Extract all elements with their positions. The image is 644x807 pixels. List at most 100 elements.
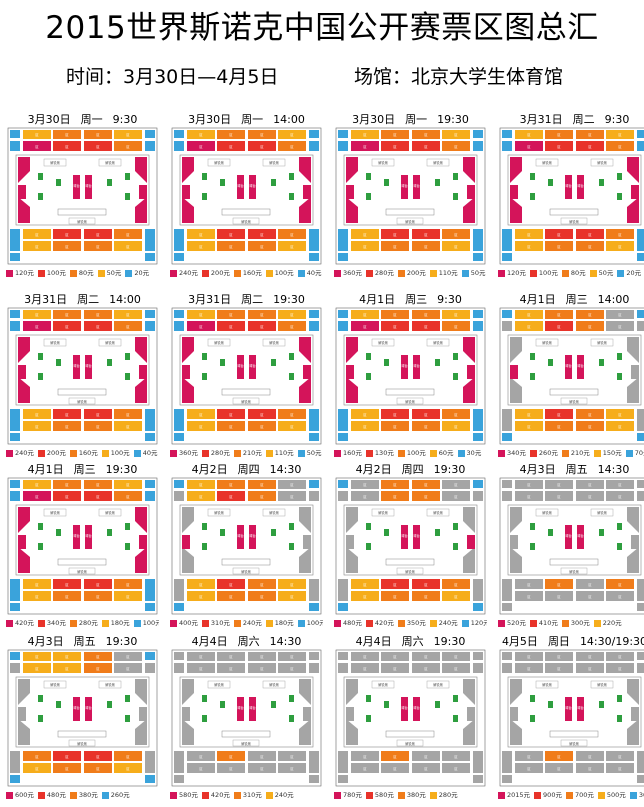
top-outer-sector — [217, 652, 245, 661]
sector-label: 区 — [260, 245, 264, 249]
sector-label: 区 — [126, 425, 130, 429]
green-table — [366, 543, 371, 550]
corner-wedge — [299, 507, 311, 533]
green-table — [617, 173, 622, 180]
sector-label: 区 — [199, 655, 203, 659]
price-legend-item: 100元 — [529, 269, 558, 277]
sector-label: 区 — [424, 595, 428, 599]
price-legend-item: 40元 — [297, 269, 321, 277]
sector-label: 解说席 — [433, 510, 443, 515]
corner-wedge — [18, 679, 30, 705]
bottom-outer-sector — [351, 763, 379, 773]
bottom-inner-sector — [545, 409, 573, 419]
sector-label: 区 — [35, 483, 39, 487]
bottom-outer-sector — [248, 241, 276, 251]
corner-wedge — [346, 157, 358, 183]
upper-sector — [309, 652, 319, 660]
sector-label: 区 — [557, 767, 561, 771]
price-label: 160元 — [78, 449, 98, 457]
sector-label: 解说席 — [542, 682, 552, 687]
price-swatch — [334, 449, 341, 457]
sector-label: 区 — [260, 495, 264, 499]
sector-label: 区 — [557, 425, 561, 429]
side-sector — [139, 365, 147, 379]
top-inner-sector — [278, 141, 306, 151]
bottom-outer-sector — [545, 763, 573, 773]
price-swatch — [365, 269, 373, 277]
price-legend-item: 400元 — [170, 619, 198, 627]
corner-sector — [338, 751, 348, 773]
corner-sector — [637, 141, 644, 151]
corner-sector — [174, 579, 184, 601]
bottom-inner-sector — [278, 409, 306, 419]
sector-label: 解说席 — [241, 219, 251, 224]
corner-wedge — [627, 197, 639, 223]
commentary-box — [396, 217, 424, 225]
price-swatch — [233, 791, 241, 799]
price-legend-item: 40元 — [133, 449, 158, 457]
sector-label: 球台 — [565, 705, 571, 710]
top-inner-sector — [248, 491, 276, 501]
sector-label: 区 — [588, 595, 592, 599]
corner-wedge — [135, 719, 147, 745]
sector-label: 区 — [65, 313, 69, 317]
sector-label: 区 — [424, 483, 428, 487]
price-label: 500元 — [606, 791, 626, 799]
upper-sector — [338, 603, 348, 611]
session-heading: 3月30日 周一 9:30 — [6, 113, 159, 127]
price-legend: 2015元 900元 700元 500元 300元 — [498, 788, 644, 802]
price-legend-item: 100元 — [397, 449, 426, 457]
green-table — [366, 373, 371, 380]
price-swatch — [565, 791, 573, 799]
bottom-inner-sector — [23, 751, 51, 761]
sector-label: 区 — [363, 483, 367, 487]
price-legend-item: 380元 — [69, 791, 98, 799]
seat-map: 区区区区区区区区区区区区区区区区解说席 解说席球台 球台解说席 — [7, 649, 158, 787]
session-weekday: 周五 — [565, 463, 588, 476]
bottom-outer-sector — [412, 421, 440, 431]
bottom-outer-sector — [114, 763, 142, 773]
price-label: 80元 — [570, 269, 586, 277]
bottom-inner-sector — [412, 751, 440, 761]
bottom-outer-sector — [217, 763, 245, 773]
top-inner-sector — [576, 141, 604, 151]
sector-label: 区 — [229, 495, 233, 499]
price-swatch — [397, 449, 405, 457]
bottom-inner-sector — [515, 229, 543, 239]
sector-label: 球台 — [73, 533, 79, 538]
bottom-outer-sector — [442, 241, 470, 251]
top-outer-sector — [53, 130, 81, 139]
price-label: 420元 — [374, 619, 394, 627]
table-block — [73, 355, 80, 379]
corner-sector — [145, 229, 155, 251]
sector-label: 解说席 — [269, 160, 279, 165]
sector-label: 区 — [527, 483, 531, 487]
price-swatch — [461, 269, 469, 277]
sector-label: 区 — [618, 595, 622, 599]
price-swatch — [37, 449, 45, 457]
sector-label: 区 — [229, 483, 233, 487]
session-date: 4月1日 — [519, 293, 556, 306]
session-weekday: 周二 — [241, 293, 264, 306]
session-heading: 3月31日 周二 19:30 — [170, 293, 323, 307]
price-legend-item: 240元 — [429, 619, 458, 627]
session-panel: 3月30日 周一 19:30 区区区区区区区区区区区区区区区区解说席 解说席 球台 球台 解说… — [334, 113, 487, 283]
green-table — [271, 179, 276, 186]
corner-sector — [145, 409, 155, 431]
table-block — [85, 175, 92, 199]
price-swatch — [334, 269, 341, 277]
corner-wedge — [135, 547, 147, 573]
upper-sector — [473, 130, 483, 138]
sector-label: 球台 — [249, 705, 255, 710]
sector-label: 解说席 — [405, 741, 415, 746]
sector-label: 区 — [290, 233, 294, 237]
price-label: 40元 — [142, 449, 158, 457]
sector-label: 区 — [527, 425, 531, 429]
top-outer-sector — [278, 652, 306, 661]
corner-sector — [502, 491, 512, 501]
top-inner-sector — [515, 491, 543, 501]
price-legend: 160元 130元 100元 60元 30元 — [334, 446, 487, 460]
sector-label: 区 — [454, 145, 458, 149]
bottom-inner-sector — [381, 579, 409, 589]
price-label: 120元 — [470, 619, 487, 627]
